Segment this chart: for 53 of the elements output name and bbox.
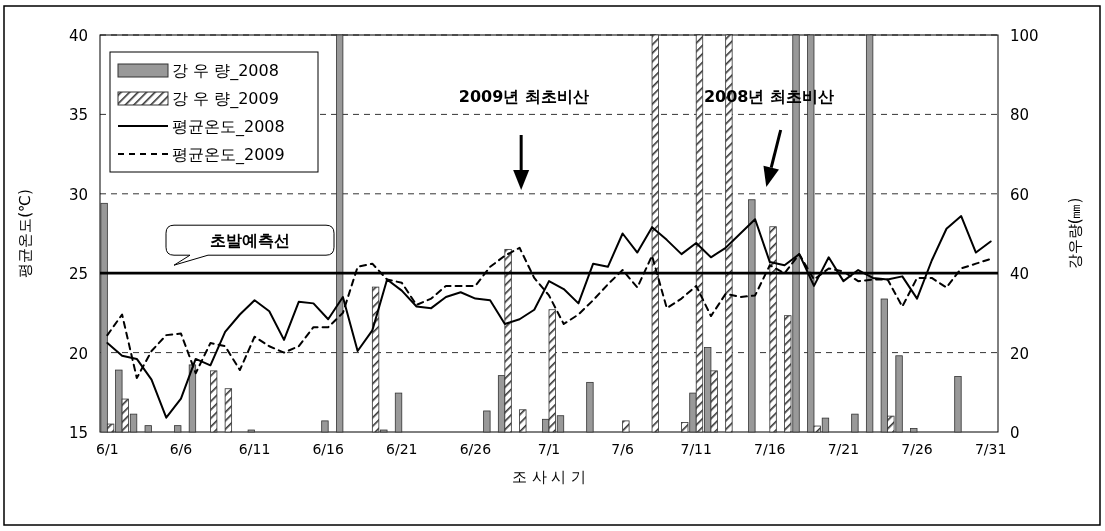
bar	[748, 199, 756, 433]
annotation: 2009년 최초비산	[458, 87, 589, 106]
x-tick-label: 7/11	[680, 441, 712, 457]
y2-tick-label: 100	[1010, 27, 1039, 45]
x-tick-label: 7/16	[754, 441, 786, 457]
bar	[910, 428, 918, 433]
x-tick-label: 6/16	[312, 441, 344, 457]
y-tick-label: 30	[68, 185, 88, 204]
bar	[394, 392, 403, 433]
x-tick-label: 7/1	[537, 441, 561, 457]
x-tick-label: 7/31	[974, 441, 1007, 457]
y2-tick-label: 60	[1010, 185, 1030, 204]
x-tick-label: 6/6	[169, 441, 193, 457]
y-tick-label: 20	[68, 344, 88, 363]
bar	[336, 34, 344, 433]
bar	[769, 226, 777, 433]
bar	[586, 381, 594, 433]
bar	[954, 376, 962, 433]
x-axis-title: 조 사 시 기	[511, 468, 587, 486]
bar	[851, 413, 859, 433]
bar	[651, 34, 659, 433]
x-tick-label: 6/26	[459, 441, 492, 457]
bar	[483, 410, 491, 433]
x-tick-label: 6/11	[238, 441, 271, 457]
ref-line-label: 초발예측선	[210, 231, 290, 251]
legend-label: 평균온도_2008	[172, 117, 285, 137]
bar	[210, 370, 218, 433]
x-tick-label: 7/26	[901, 441, 933, 457]
y2-tick-label: 0	[1010, 424, 1020, 442]
x-tick-label: 7/6	[611, 441, 634, 457]
bar	[865, 34, 874, 433]
y2-tick-label: 20	[1010, 344, 1030, 363]
legend-label: 강 우 량_2009	[172, 89, 279, 109]
y-tick-label: 40	[68, 27, 88, 45]
y2-axis-title: 강우량(㎜)	[1066, 197, 1084, 270]
bar	[321, 420, 329, 433]
x-tick-label: 6/1	[96, 441, 119, 457]
y-axis-title: 평균온도(℃)	[16, 189, 34, 278]
bar	[144, 425, 152, 433]
bar	[188, 364, 197, 433]
y-tick-label: 25	[68, 265, 88, 284]
y2-tick-label: 40	[1010, 265, 1030, 284]
x-tick-label: 6/21	[386, 441, 418, 457]
y-tick-label: 15	[68, 424, 88, 442]
bar	[174, 425, 182, 433]
bar	[519, 409, 527, 433]
y2-tick-label: 80	[1010, 106, 1030, 125]
y-tick-label: 35	[68, 106, 88, 125]
legend-label: 평균온도_2009	[172, 145, 285, 165]
bar	[622, 420, 630, 433]
x-tick-label: 7/21	[827, 441, 860, 457]
bar	[224, 388, 233, 433]
legend-label: 강 우 량_2008	[172, 61, 279, 81]
